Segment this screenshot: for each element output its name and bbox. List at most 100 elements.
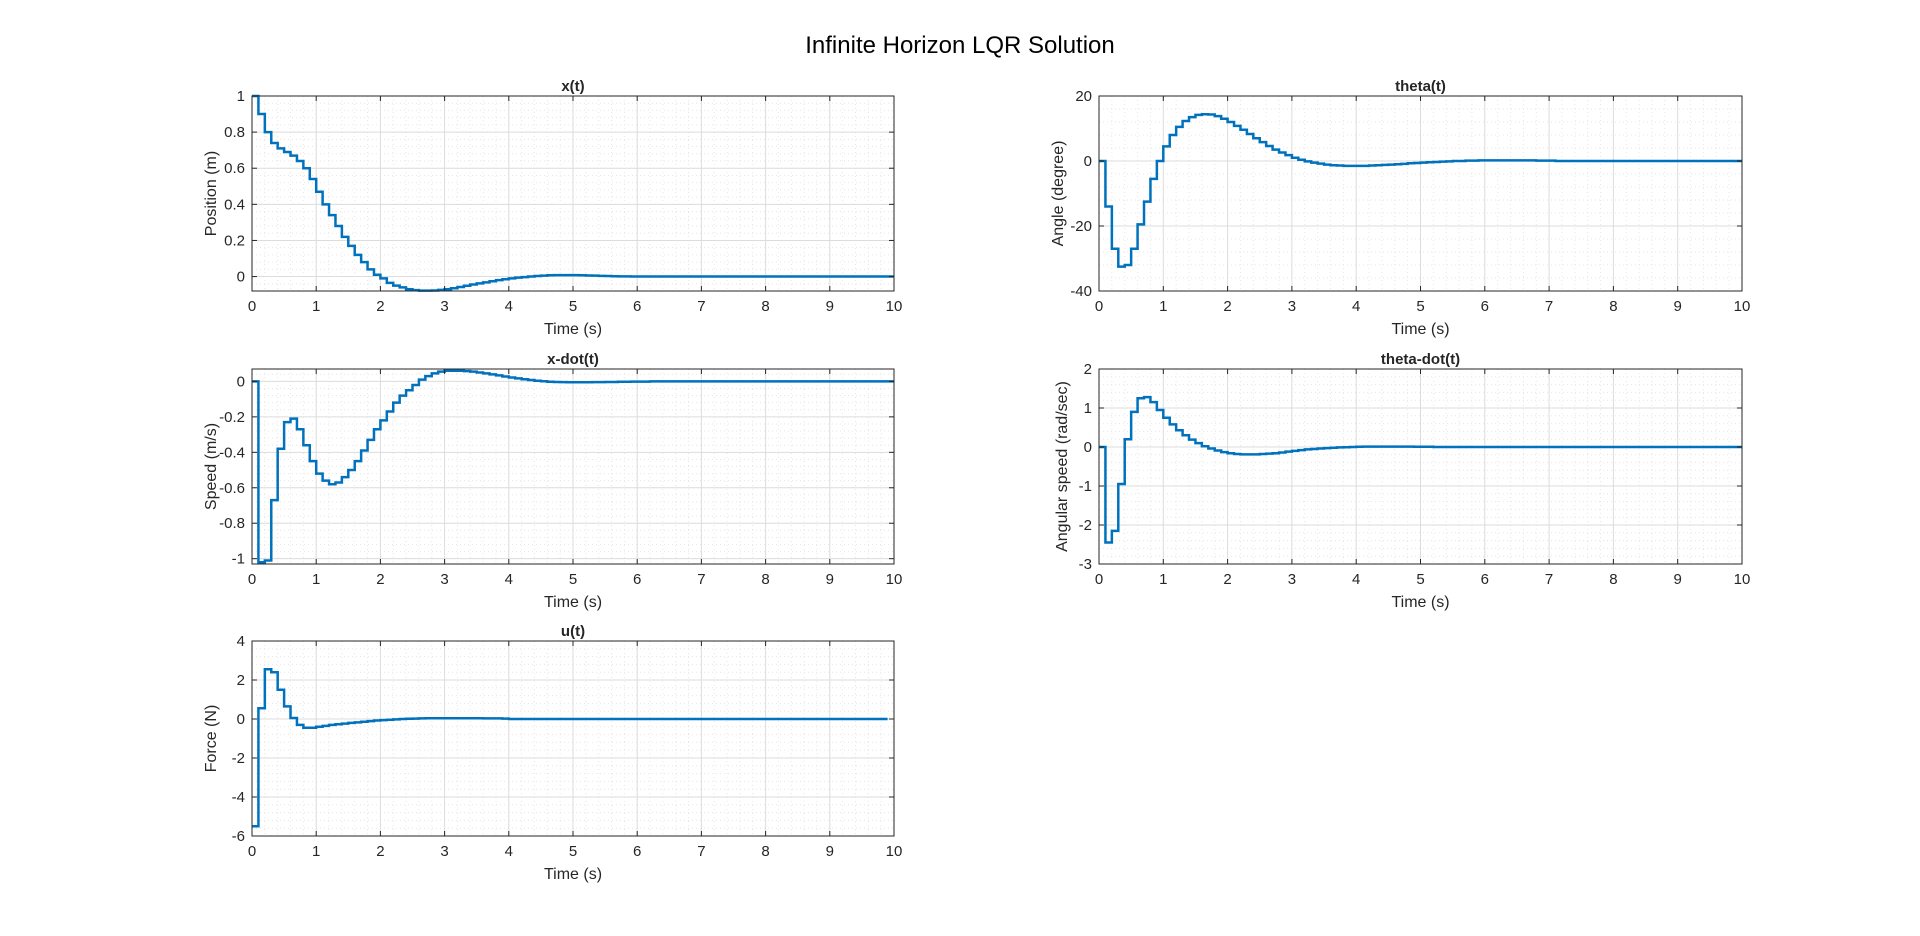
y-tick-label: 4 [237,633,245,650]
x-tick-label: 5 [569,571,577,588]
y-tick-label: 1 [237,88,245,105]
subplot-1: 0 1 2 3 4 5 6 7 8 9 10 0 0.2 0.4 0.6 0.8 1 x(t) Time (s) Po… [203,78,902,338]
y-tick-label: 0.4 [224,196,245,213]
x-tick-label: 10 [886,843,903,860]
y-tick-label: -1 [1079,478,1092,495]
x-axis-label: Time (s) [544,321,602,338]
x-tick-label: 4 [505,298,513,315]
x-tick-label: 10 [1734,298,1751,315]
y-tick-label: 0.8 [224,124,245,141]
x-tick-label: 7 [697,571,705,588]
y-tick-label: 0.2 [224,232,245,249]
x-tick-label: 4 [1352,571,1360,588]
x-tick-label: 3 [440,298,448,315]
x-tick-label: 8 [761,571,769,588]
y-tick-label: -2 [1079,517,1092,534]
x-axis-label: Time (s) [1391,594,1449,611]
x-tick-label: 9 [826,843,834,860]
x-tick-label: 2 [376,298,384,315]
x-tick-label: 2 [376,571,384,588]
y-tick-label: -6 [232,828,245,845]
subplot-title: x(t) [561,78,584,95]
y-tick-label: 0 [1084,153,1092,170]
x-tick-label: 10 [886,571,903,588]
x-tick-label: 1 [312,298,320,315]
subplot-title: u(t) [561,623,585,640]
x-tick-label: 0 [248,843,256,860]
y-axis-label: Position (m) [203,151,220,236]
minor-grid [1099,96,1742,291]
x-axis-label: Time (s) [544,594,602,611]
x-tick-label: 6 [1481,571,1489,588]
x-tick-label: 9 [1674,298,1682,315]
x-tick-label: 1 [312,843,320,860]
y-tick-label: 0 [237,269,245,286]
series-line [252,369,894,564]
series-line [1099,112,1742,268]
x-tick-label: 7 [1545,298,1553,315]
x-tick-label: 1 [312,571,320,588]
x-tick-label: 9 [826,298,834,315]
y-tick-label: 0 [237,711,245,728]
subplot-title: theta-dot(t) [1381,351,1460,368]
x-tick-label: 10 [1734,571,1751,588]
y-tick-label: 1 [1084,400,1092,417]
y-tick-label: -20 [1070,218,1092,235]
x-tick-label: 2 [1223,571,1231,588]
y-tick-label: -0.2 [219,409,245,426]
x-tick-label: 5 [1416,298,1424,315]
x-tick-label: 4 [505,571,513,588]
x-tick-label: 5 [569,843,577,860]
x-tick-label: 6 [633,843,641,860]
x-tick-label: 8 [1609,571,1617,588]
x-tick-label: 8 [1609,298,1617,315]
subplot-title: x-dot(t) [547,351,599,368]
series-line [252,668,888,828]
x-tick-label: 6 [633,298,641,315]
x-tick-label: 1 [1159,298,1167,315]
subplot-5: 0 1 2 3 4 5 6 7 8 9 10 -6 -4 -2 0 2 4 u(t) Time (s) Force (… [203,623,902,883]
x-tick-label: 9 [1674,571,1682,588]
x-tick-label: 2 [376,843,384,860]
x-tick-label: 5 [569,298,577,315]
x-tick-label: 2 [1223,298,1231,315]
y-tick-label: -1 [232,551,245,568]
x-tick-label: 4 [1352,298,1360,315]
major-grid [251,95,895,291]
x-tick-label: 0 [248,571,256,588]
x-tick-label: 9 [826,571,834,588]
x-tick-label: 8 [761,843,769,860]
y-tick-label: 2 [1084,361,1092,378]
series-line [1099,395,1742,544]
y-axis-label: Force (N) [203,705,220,773]
y-tick-label: 20 [1075,88,1092,105]
x-tick-label: 1 [1159,571,1167,588]
x-tick-label: 0 [1095,571,1103,588]
y-tick-label: 0 [1084,439,1092,456]
x-tick-label: 7 [697,843,705,860]
x-tick-label: 5 [1416,571,1424,588]
subplot-title: theta(t) [1395,78,1446,95]
y-tick-label: -4 [232,789,245,806]
y-tick-label: 0 [237,373,245,390]
x-tick-label: 0 [1095,298,1103,315]
subplot-4: 0 1 2 3 4 5 6 7 8 9 10 -3 -2 -1 0 1 2 theta-dot(t) Time (s… [1054,351,1750,611]
y-axis-label: Speed (m/s) [203,423,220,510]
y-tick-label: -2 [232,750,245,767]
x-tick-label: 3 [1288,571,1296,588]
x-tick-label: 8 [761,298,769,315]
series-line [252,94,894,292]
y-tick-label: -0.4 [219,444,245,461]
y-tick-label: -0.8 [219,515,245,532]
y-axis-label: Angular speed (rad/sec) [1054,381,1071,552]
x-tick-label: 6 [1481,298,1489,315]
subplot-3: 0 1 2 3 4 5 6 7 8 9 10 -1 -0.8 -0.6 -0.4 -0.2 0 x-dot(t) T… [203,351,902,611]
x-axis-label: Time (s) [1391,321,1449,338]
x-tick-label: 0 [248,298,256,315]
y-tick-label: -40 [1070,283,1092,300]
figure-title: Infinite Horizon LQR Solution [805,32,1115,59]
x-axis-label: Time (s) [544,866,602,883]
x-tick-label: 6 [633,571,641,588]
y-axis-label: Angle (degree) [1050,141,1067,247]
